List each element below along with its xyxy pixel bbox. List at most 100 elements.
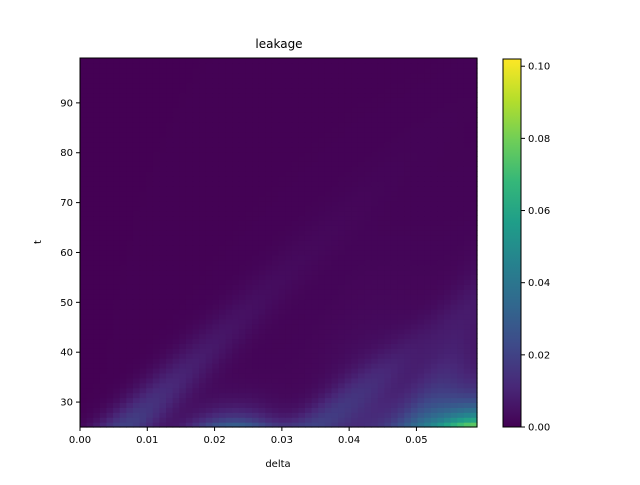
heatmap-cell — [404, 136, 412, 143]
heatmap-cell — [377, 367, 385, 374]
heatmap-cell — [119, 92, 127, 98]
heatmap-cell — [232, 333, 240, 340]
heatmap-cell — [291, 328, 299, 335]
heatmap-cell — [430, 131, 438, 138]
heatmap-cell — [318, 77, 326, 84]
heatmap-cell — [344, 131, 352, 138]
heatmap-cell — [139, 131, 147, 138]
heatmap-cell — [397, 353, 405, 359]
heatmap-cell — [470, 220, 478, 226]
heatmap-cell — [113, 387, 121, 394]
heatmap-cell — [126, 205, 134, 212]
heatmap-cell — [245, 97, 253, 103]
heatmap-cell — [357, 146, 366, 153]
heatmap-cell — [218, 215, 227, 221]
heatmap-cell — [404, 367, 412, 374]
heatmap-cell — [185, 328, 194, 335]
heatmap-cell — [311, 131, 319, 138]
heatmap-cell — [238, 363, 247, 369]
heatmap-cell — [450, 62, 458, 69]
heatmap-cell — [357, 215, 366, 221]
heatmap-cell — [278, 112, 286, 118]
heatmap-cell — [139, 358, 147, 364]
heatmap-cell — [218, 77, 227, 84]
heatmap-cell — [410, 58, 419, 64]
heatmap-cell — [245, 304, 253, 310]
heatmap-cell — [470, 156, 478, 162]
heatmap-cell — [166, 417, 174, 423]
heatmap-cell — [457, 146, 465, 153]
heatmap-cell — [146, 417, 154, 423]
heatmap-cell — [218, 141, 227, 148]
heatmap-cell — [179, 308, 187, 315]
heatmap-cell — [384, 304, 392, 310]
heatmap-cell — [318, 185, 326, 192]
heatmap-cell — [410, 244, 419, 251]
heatmap-cell — [126, 244, 134, 251]
heatmap-cell — [437, 67, 445, 74]
heatmap-cell — [304, 274, 313, 280]
heatmap-cell — [424, 249, 432, 256]
heatmap-cell — [185, 240, 194, 246]
heatmap-cell — [457, 102, 465, 108]
heatmap-cell — [86, 92, 94, 98]
heatmap-cell — [179, 264, 187, 271]
heatmap-cell — [430, 240, 438, 246]
heatmap-cell — [172, 343, 180, 349]
heatmap-cell — [218, 72, 227, 79]
heatmap-cell — [285, 249, 293, 256]
heatmap-cell — [410, 289, 419, 295]
heatmap-cell — [311, 244, 319, 251]
heatmap-cell — [245, 348, 253, 354]
heatmap-cell — [430, 107, 438, 113]
heatmap-cell — [166, 274, 174, 280]
heatmap-cell — [397, 343, 405, 349]
heatmap-cell — [338, 407, 346, 413]
heatmap-cell — [99, 161, 108, 167]
heatmap-cell — [271, 412, 280, 418]
heatmap-cell — [364, 195, 372, 202]
heatmap-cell — [357, 156, 366, 162]
heatmap-cell — [324, 102, 333, 108]
heatmap-cell — [172, 77, 180, 84]
heatmap-cell — [298, 338, 306, 344]
heatmap-cell — [258, 353, 266, 359]
heatmap-cell — [199, 289, 207, 295]
heatmap-cell — [152, 200, 160, 207]
heatmap-cell — [205, 171, 213, 177]
heatmap-cell — [417, 343, 425, 349]
heatmap-cell — [324, 92, 333, 98]
heatmap-cell — [404, 72, 412, 79]
heatmap-cell — [139, 67, 147, 74]
heatmap-cell — [99, 205, 108, 212]
heatmap-cell — [212, 249, 220, 256]
heatmap-cell — [357, 264, 366, 271]
heatmap-cell — [424, 136, 432, 143]
heatmap-cell — [457, 259, 465, 266]
heatmap-cell — [152, 220, 160, 226]
heatmap-cell — [364, 176, 372, 182]
heatmap-cell — [311, 102, 319, 108]
heatmap-cell — [265, 126, 273, 133]
heatmap-cell — [93, 72, 101, 79]
heatmap-cell — [199, 308, 207, 315]
heatmap-cell — [225, 254, 233, 261]
heatmap-cell — [106, 195, 114, 202]
heatmap-cell — [470, 240, 478, 246]
heatmap-cell — [119, 97, 127, 103]
heatmap-cell — [218, 372, 227, 379]
heatmap-cell — [291, 67, 299, 74]
heatmap-cell — [80, 220, 88, 226]
heatmap-cell — [113, 284, 121, 290]
heatmap-cell — [159, 269, 167, 276]
heatmap-cell — [377, 279, 385, 285]
heatmap-cell — [265, 289, 273, 295]
heatmap-cell — [146, 313, 154, 320]
heatmap-cell — [364, 358, 372, 364]
heatmap-cell — [364, 230, 372, 236]
heatmap-cell — [179, 249, 187, 256]
heatmap-cell — [397, 240, 405, 246]
heatmap-cell — [285, 107, 293, 113]
heatmap-cell — [225, 338, 233, 344]
heatmap-cell — [119, 195, 127, 202]
